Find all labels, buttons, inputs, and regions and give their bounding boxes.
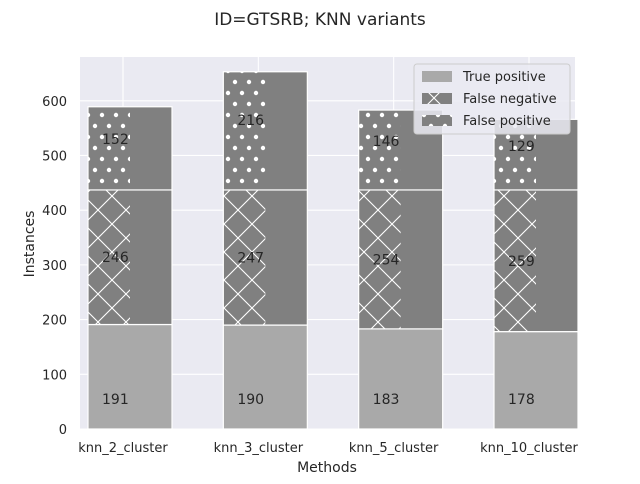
- legend-label: False positive: [463, 114, 551, 129]
- x-tick-label: knn_5_cluster: [349, 441, 439, 456]
- bar-segment-group: [222, 189, 308, 326]
- x-tick-label: knn_3_cluster: [214, 441, 304, 456]
- bar-pattern: [88, 189, 130, 325]
- chart-title: ID=GTSRB; KNN variants: [214, 10, 426, 30]
- y-tick-label: 200: [42, 314, 67, 329]
- bar-segment-group: [222, 71, 308, 191]
- y-tick-label: 300: [42, 259, 67, 274]
- legend-swatch-pattern: [422, 93, 452, 104]
- data-label: 216: [237, 113, 264, 129]
- x-tick-label: knn_2_cluster: [78, 441, 168, 456]
- x-tick-label: knn_10_cluster: [480, 441, 578, 456]
- data-label: 259: [508, 254, 535, 270]
- bar-true-positive: [493, 331, 579, 430]
- bar-pattern: [494, 189, 536, 332]
- data-label: 190: [237, 392, 264, 408]
- bar-segment-group: [493, 331, 579, 430]
- legend-label: True positive: [462, 70, 546, 85]
- bar-segment-group: [222, 324, 308, 430]
- bar-segment-group: [87, 189, 173, 326]
- data-label: 247: [237, 250, 264, 266]
- data-label: 146: [373, 134, 400, 150]
- bar-segment-group: [358, 328, 444, 430]
- data-label: 129: [508, 139, 535, 155]
- legend-swatch-pattern: [422, 115, 452, 126]
- bar-pattern: [358, 189, 401, 329]
- x-axis-label: Methods: [297, 460, 357, 476]
- bar-pattern: [223, 189, 266, 326]
- data-label: 246: [102, 250, 129, 266]
- bar-segment-group: [87, 106, 173, 191]
- bar-true-positive: [87, 323, 173, 430]
- x-axis-ticks: knn_2_cluster knn_3_cluster knn_5_cluster k…: [78, 441, 578, 456]
- bar-segment-group: [358, 189, 444, 330]
- y-axis-ticks: 0 100 200 300 400 500 600: [42, 95, 67, 438]
- legend: True positive False negative False positiv…: [413, 63, 571, 135]
- y-tick-label: 100: [42, 368, 67, 383]
- data-label: 152: [102, 132, 129, 148]
- y-tick-label: 500: [42, 149, 67, 164]
- y-axis-label: Instances: [22, 211, 38, 278]
- bar-pattern: [223, 71, 266, 190]
- bar-pattern: [358, 110, 401, 190]
- bar-segment-group: [87, 323, 173, 430]
- bar-true-positive: [358, 328, 444, 430]
- y-tick-label: 600: [42, 95, 67, 110]
- data-label: 183: [373, 392, 400, 408]
- legend-label: False negative: [463, 92, 557, 107]
- y-tick-label: 0: [59, 423, 67, 438]
- legend-box: [413, 63, 571, 135]
- bar-pattern: [88, 106, 130, 190]
- legend-swatch: [422, 71, 452, 82]
- y-tick-label: 400: [42, 204, 67, 219]
- bar-true-positive: [222, 324, 308, 430]
- bar-segment-group: [493, 189, 579, 333]
- data-label: 191: [102, 392, 129, 408]
- data-label: 254: [373, 252, 400, 268]
- data-label: 178: [508, 392, 535, 408]
